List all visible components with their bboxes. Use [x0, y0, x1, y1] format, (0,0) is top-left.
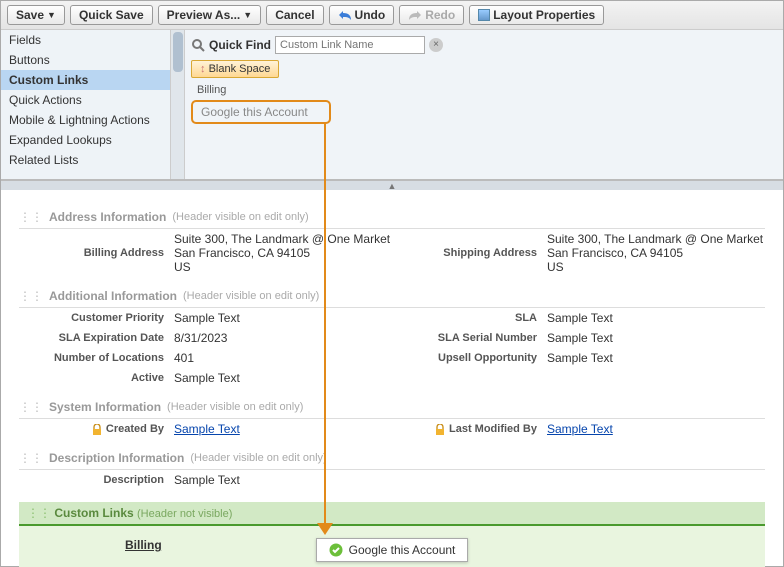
- quickfind-input[interactable]: [275, 36, 425, 54]
- fields-grid: Customer PrioritySample TextSLA Expirati…: [19, 308, 765, 388]
- collapse-handle[interactable]: ▲: [1, 180, 783, 190]
- customlink-drop-col: Google this Account: [268, 534, 517, 566]
- section-header: ⋮⋮ Additional Information (Header visibl…: [19, 285, 765, 308]
- section-header: ⋮⋮ Description Information (Header visib…: [19, 447, 765, 470]
- field-label: Last Modified By: [392, 422, 547, 436]
- field-label: Customer Priority: [19, 311, 174, 325]
- field-value: Suite 300, The Landmark @ One MarketSan …: [547, 232, 763, 274]
- sidebar-item-fields[interactable]: Fields: [1, 30, 170, 50]
- quickfind-label: Quick Find: [209, 38, 271, 52]
- lock-icon: [92, 424, 102, 435]
- toolbar: Save ▼ Quick Save Preview As... ▼ Cancel…: [1, 1, 783, 30]
- fields-grid: Created BySample TextLast Modified BySam…: [19, 419, 765, 439]
- field-label: SLA Expiration Date: [19, 331, 174, 345]
- preview-button[interactable]: Preview As... ▼: [158, 5, 262, 25]
- field-row: DescriptionSample Text: [19, 470, 392, 490]
- customlinks-body: Billing Google this Account: [19, 526, 765, 567]
- field-value: Sample Text: [547, 311, 613, 325]
- sidebar-item-related-lists[interactable]: Related Lists: [1, 150, 170, 170]
- field-row: Shipping AddressSuite 300, The Landmark …: [392, 229, 765, 277]
- field-label: Number of Locations: [19, 351, 174, 365]
- annotation-arrow-head: [317, 523, 333, 535]
- undo-button[interactable]: Undo: [329, 5, 395, 25]
- field-row: ActiveSample Text: [19, 368, 392, 388]
- field-label: Shipping Address: [392, 232, 547, 274]
- field-value: Sample Text: [547, 422, 613, 436]
- field-value: 8/31/2023: [174, 331, 227, 345]
- field-row: Upsell OpportunitySample Text: [392, 348, 765, 368]
- search-icon: [191, 38, 205, 52]
- customlink-billing[interactable]: Billing: [19, 534, 268, 566]
- palette: Quick Find × ↕ Blank Space Billing Googl…: [185, 30, 783, 179]
- field-row: SLA Expiration Date8/31/2023: [19, 328, 392, 348]
- sidebar-item-expanded-lookups[interactable]: Expanded Lookups: [1, 130, 170, 150]
- field-value: Sample Text: [174, 311, 240, 325]
- field-label: SLA Serial Number: [392, 331, 547, 345]
- customlink-empty: [516, 534, 765, 566]
- customlink-drop-google[interactable]: Google this Account: [316, 538, 469, 562]
- field-row: SLASample Text: [392, 308, 765, 328]
- layout-icon: [478, 9, 490, 21]
- section-header: ⋮⋮ Address Information (Header visible o…: [19, 206, 765, 229]
- quickfind-clear-icon[interactable]: ×: [429, 38, 443, 52]
- palette-item-google-highlighted[interactable]: Google this Account: [191, 100, 331, 124]
- field-value: Suite 300, The Landmark @ One MarketSan …: [174, 232, 390, 274]
- sidebar-item-buttons[interactable]: Buttons: [1, 50, 170, 70]
- sidebar-item-custom-links[interactable]: Custom Links: [1, 70, 170, 90]
- customlinks-header: ⋮⋮ Custom Links (Header not visible): [19, 502, 765, 526]
- field-value: Sample Text: [174, 473, 240, 487]
- field-label: SLA: [392, 311, 547, 325]
- palette-item-billing[interactable]: Billing: [191, 82, 777, 98]
- layout-area: ⋮⋮ Address Information (Header visible o…: [1, 190, 783, 567]
- cancel-button[interactable]: Cancel: [266, 5, 323, 25]
- palette-panel: FieldsButtonsCustom LinksQuick ActionsMo…: [1, 30, 783, 180]
- field-row: Customer PrioritySample Text: [19, 308, 392, 328]
- field-value: Sample Text: [547, 331, 613, 345]
- field-label: Description: [19, 473, 174, 487]
- field-label: Billing Address: [19, 232, 174, 274]
- field-label: Upsell Opportunity: [392, 351, 547, 365]
- field-row: Billing AddressSuite 300, The Landmark @…: [19, 229, 392, 277]
- field-value: Sample Text: [174, 371, 240, 385]
- blank-space-item[interactable]: ↕ Blank Space: [191, 60, 279, 78]
- field-row: Last Modified BySample Text: [392, 419, 765, 439]
- sidebar-scrollbar[interactable]: [171, 30, 185, 179]
- fields-grid: DescriptionSample Text: [19, 470, 765, 490]
- check-icon: [329, 543, 343, 557]
- layoutprops-button[interactable]: Layout Properties: [469, 5, 604, 25]
- quicksave-button[interactable]: Quick Save: [70, 5, 153, 25]
- sidebar-item-quick-actions[interactable]: Quick Actions: [1, 90, 170, 110]
- redo-button[interactable]: Redo: [399, 5, 464, 25]
- field-label: Created By: [19, 422, 174, 436]
- save-button[interactable]: Save ▼: [7, 5, 65, 25]
- sidebar: FieldsButtonsCustom LinksQuick ActionsMo…: [1, 30, 171, 179]
- field-value: 401: [174, 351, 194, 365]
- annotation-arrow-line: [324, 123, 326, 531]
- field-row: Created BySample Text: [19, 419, 392, 439]
- field-label: Active: [19, 371, 174, 385]
- sidebar-item-mobile-lightning-actions[interactable]: Mobile & Lightning Actions: [1, 110, 170, 130]
- lock-icon: [435, 424, 445, 435]
- field-value: Sample Text: [174, 422, 240, 436]
- section-header: ⋮⋮ System Information (Header visible on…: [19, 396, 765, 419]
- undo-icon: [338, 10, 352, 20]
- field-value: Sample Text: [547, 351, 613, 365]
- redo-icon: [408, 10, 422, 20]
- field-row: Number of Locations401: [19, 348, 392, 368]
- field-row: SLA Serial NumberSample Text: [392, 328, 765, 348]
- fields-grid: Billing AddressSuite 300, The Landmark @…: [19, 229, 765, 277]
